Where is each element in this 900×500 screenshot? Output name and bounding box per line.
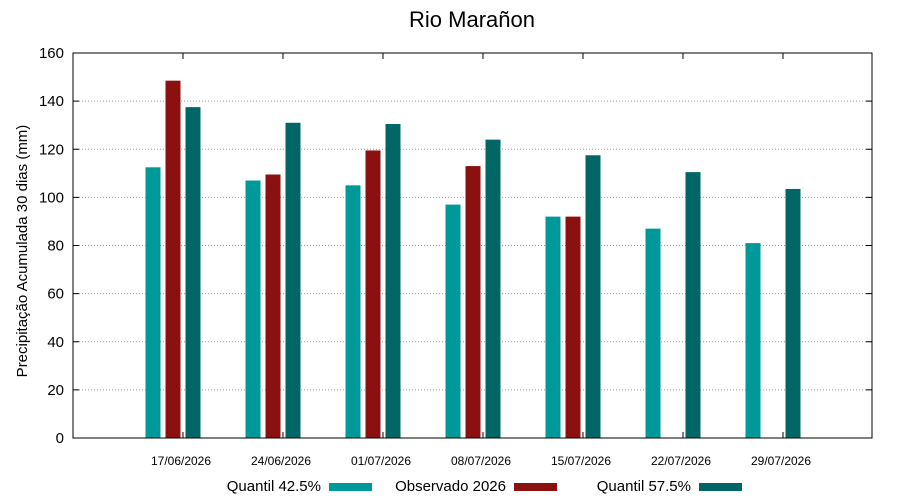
bar bbox=[685, 172, 701, 438]
bar bbox=[345, 185, 361, 438]
x-axis-ticks: 17/06/2026 24/06/2026 01/07/2026 08/07/2026… bbox=[151, 53, 811, 468]
legend-label: Quantil 57.5% bbox=[597, 478, 691, 495]
bar bbox=[645, 228, 661, 438]
bar bbox=[465, 166, 481, 438]
plot-frame bbox=[72, 52, 873, 439]
legend-swatch bbox=[329, 483, 372, 491]
bar bbox=[245, 180, 261, 438]
y-tick-label: 20 bbox=[47, 382, 64, 399]
y-tick-label: 100 bbox=[39, 189, 64, 206]
bar bbox=[445, 204, 461, 438]
x-tick-label: 24/06/2026 bbox=[251, 454, 311, 468]
legend-swatch bbox=[514, 483, 557, 491]
legend-label: Observado 2026 bbox=[395, 478, 506, 495]
y-tick-label: 60 bbox=[47, 286, 64, 303]
bar bbox=[485, 139, 501, 438]
x-tick-label: 29/07/2026 bbox=[751, 454, 811, 468]
x-tick-label: 15/07/2026 bbox=[551, 454, 611, 468]
x-tick-label: 17/06/2026 bbox=[151, 454, 211, 468]
bar bbox=[145, 167, 161, 438]
legend-label: Quantil 42.5% bbox=[227, 478, 321, 495]
y-axis-ticks: 0 20 40 60 80 100 120 140 160 bbox=[39, 45, 872, 447]
bar bbox=[545, 216, 561, 438]
bar bbox=[365, 150, 381, 438]
y-tick-label: 140 bbox=[39, 93, 64, 110]
bar bbox=[185, 107, 201, 438]
bar bbox=[385, 123, 401, 438]
y-tick-label: 160 bbox=[39, 45, 64, 62]
bar bbox=[285, 122, 301, 438]
y-axis-label: Precipitação Acumulada 30 dias (mm) bbox=[14, 125, 31, 378]
chart-title: Rio Marañon bbox=[409, 7, 535, 32]
x-tick-label: 08/07/2026 bbox=[451, 454, 511, 468]
bar bbox=[565, 216, 581, 438]
bar bbox=[745, 243, 761, 438]
bar bbox=[785, 188, 801, 438]
y-tick-label: 120 bbox=[39, 141, 64, 158]
legend: Quantil 42.5% Observado 2026 Quantil 57.5% bbox=[227, 478, 742, 495]
x-tick-label: 01/07/2026 bbox=[351, 454, 411, 468]
x-tick-label: 22/07/2026 bbox=[651, 454, 711, 468]
y-tick-label: 80 bbox=[47, 238, 64, 255]
bar bbox=[265, 174, 281, 438]
legend-swatch bbox=[699, 483, 742, 491]
bar bbox=[585, 155, 601, 438]
y-tick-label: 40 bbox=[47, 334, 64, 351]
bar-series bbox=[145, 80, 801, 438]
bar bbox=[165, 80, 181, 438]
y-tick-label: 0 bbox=[56, 430, 64, 447]
